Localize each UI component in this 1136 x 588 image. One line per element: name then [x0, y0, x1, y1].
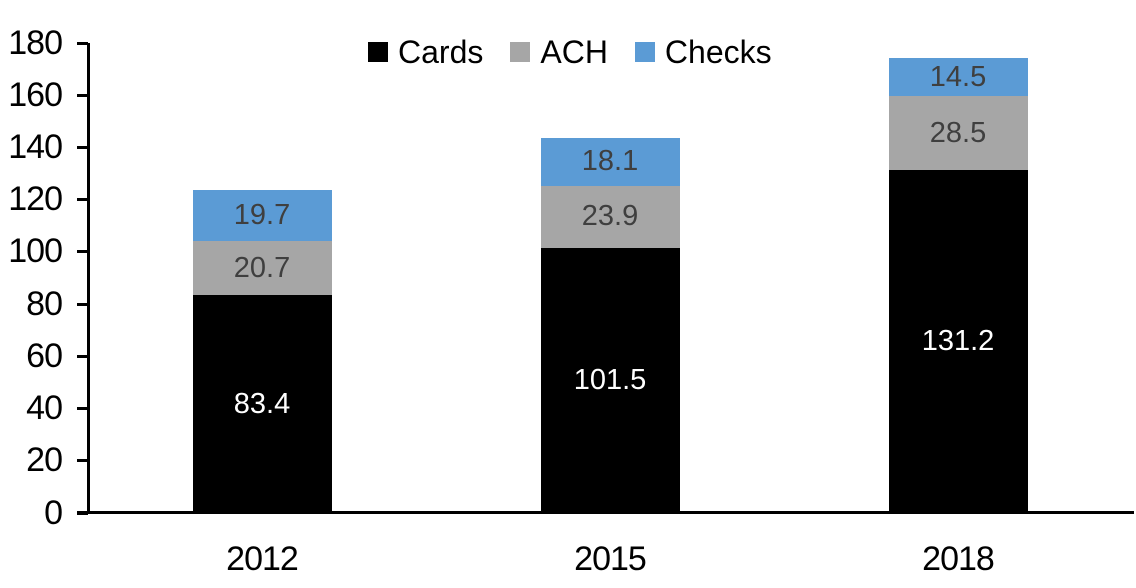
- bar-segment-checks-2012: 19.7: [192, 189, 332, 242]
- x-tick-label-2018: 2018: [922, 540, 995, 578]
- y-tick-label: 180: [8, 23, 63, 62]
- y-tick: [77, 407, 88, 411]
- legend-item-checks: Checks: [634, 34, 772, 70]
- legend-swatch-icon: [368, 42, 388, 62]
- y-tick-label: 120: [8, 180, 63, 219]
- bar-segment-label: 28.5: [929, 116, 987, 149]
- legend-label: Checks: [664, 34, 772, 70]
- x-tick-label-2012: 2012: [226, 540, 299, 578]
- legend-swatch-icon: [510, 42, 531, 62]
- bar-segment-cards-2012: 83.4: [192, 295, 332, 513]
- legend-swatch-icon: [634, 42, 655, 62]
- y-tick: [77, 354, 88, 358]
- y-tick: [77, 145, 88, 149]
- bar-segment-label: 19.7: [233, 198, 291, 231]
- y-tick-label: 80: [26, 284, 63, 323]
- bar-segment-cards-2018: 131.2: [888, 170, 1028, 513]
- y-tick-label: 100: [8, 232, 63, 271]
- y-axis-line: [87, 43, 90, 514]
- bar-segment-label: 131.2: [921, 325, 995, 358]
- legend-item-ach: ACH: [510, 36, 608, 68]
- bar-segment-label: 14.5: [929, 60, 987, 93]
- bar-segment-label: 20.7: [233, 251, 291, 284]
- legend-item-cards: Cards: [368, 36, 483, 68]
- bar-segment-label: 18.1: [581, 145, 639, 178]
- y-tick: [77, 41, 88, 45]
- bar-segment-label: 83.4: [233, 387, 291, 420]
- x-tick-label-2015: 2015: [574, 540, 647, 578]
- bar-segment-ach-2015: 23.9: [540, 185, 680, 248]
- bar-segment-cards-2015: 101.5: [540, 247, 680, 513]
- y-tick-label: 140: [8, 127, 63, 166]
- bar-segment-label: 23.9: [581, 200, 639, 233]
- bar-segment-label: 101.5: [573, 363, 647, 396]
- y-tick-label: 20: [26, 441, 63, 480]
- legend-label: ACH: [540, 34, 608, 70]
- y-tick: [77, 459, 88, 463]
- plot-area: 83.4 20.7 19.7 101.5 23.9 18.1 131.2 28.5 14.5: [88, 43, 1132, 513]
- y-tick-label: 0: [44, 493, 63, 532]
- y-tick: [77, 93, 88, 97]
- y-tick: [77, 198, 88, 202]
- y-tick: [77, 250, 88, 254]
- bar-segment-checks-2015: 18.1: [540, 138, 680, 186]
- bar-segment-ach-2012: 20.7: [192, 241, 332, 296]
- bar-segment-ach-2018: 28.5: [888, 96, 1028, 171]
- y-tick: [77, 302, 88, 306]
- y-tick-label: 40: [26, 389, 63, 428]
- y-tick-label: 160: [8, 75, 63, 114]
- y-tick-label: 60: [26, 336, 63, 375]
- chart-legend: Cards ACH Checks: [368, 36, 772, 68]
- legend-label: Cards: [398, 34, 484, 70]
- bar-segment-checks-2018: 14.5: [888, 58, 1028, 97]
